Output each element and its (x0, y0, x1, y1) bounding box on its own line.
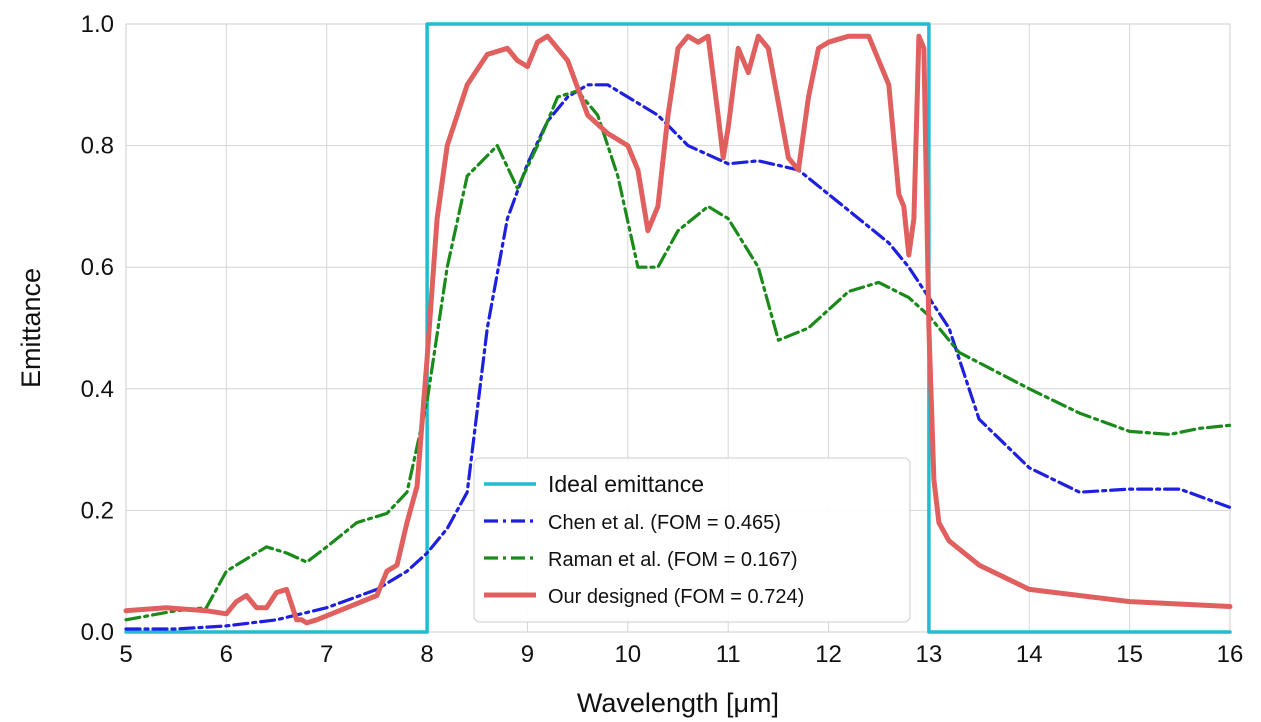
legend-box (473, 457, 911, 623)
y-tick-label: 0.2 (81, 497, 114, 524)
x-tick-label: 9 (521, 641, 534, 668)
y-tick-label: 0.4 (81, 376, 114, 403)
x-tick-label: 13 (916, 641, 943, 668)
y-tick-labels: 0.0 0.2 0.4 0.6 0.8 1.0 (81, 11, 114, 646)
x-tick-label: 5 (119, 641, 132, 668)
series-layer (123, 22, 1233, 634)
series-line-3 (123, 33, 1233, 626)
x-tick-label: 8 (420, 641, 433, 668)
series-line-2 (124, 89, 1232, 622)
legend: Ideal emittance Chen et al. (FOM = 0.465)… (473, 457, 911, 623)
legend-label-2: Raman et al. (FOM = 0.167) (548, 549, 798, 571)
y-tick-label: 0.6 (81, 254, 114, 281)
x-tick-label: 12 (815, 641, 842, 668)
x-tick-label: 11 (716, 641, 741, 668)
y-tick-label: 1.0 (81, 11, 114, 38)
x-tick-label: 10 (614, 641, 641, 668)
legend-label-1: Chen et al. (FOM = 0.465) (548, 512, 781, 534)
legend-items: Ideal emittance Chen et al. (FOM = 0.465)… (484, 471, 804, 608)
x-tick-label: 6 (220, 641, 233, 668)
legend-label-0: Ideal emittance (548, 471, 704, 497)
x-tick-label: 14 (1016, 641, 1043, 668)
y-tick-label: 0.8 (81, 133, 114, 160)
series-line-0 (124, 22, 1232, 634)
legend-label-3: Our designed (FOM = 0.724) (548, 586, 804, 608)
x-tick-label: 7 (320, 641, 333, 668)
x-tick-label: 15 (1116, 641, 1143, 668)
y-axis-label: Emittance (16, 268, 46, 388)
x-tick-labels: 5 6 7 8 9 10 11 12 13 14 15 16 (119, 641, 1243, 668)
x-axis-label: Wavelength [μm] (577, 688, 779, 718)
x-tick-label: 16 (1217, 641, 1244, 668)
series-line-1 (124, 83, 1232, 631)
y-tick-label: 0.0 (81, 619, 114, 646)
